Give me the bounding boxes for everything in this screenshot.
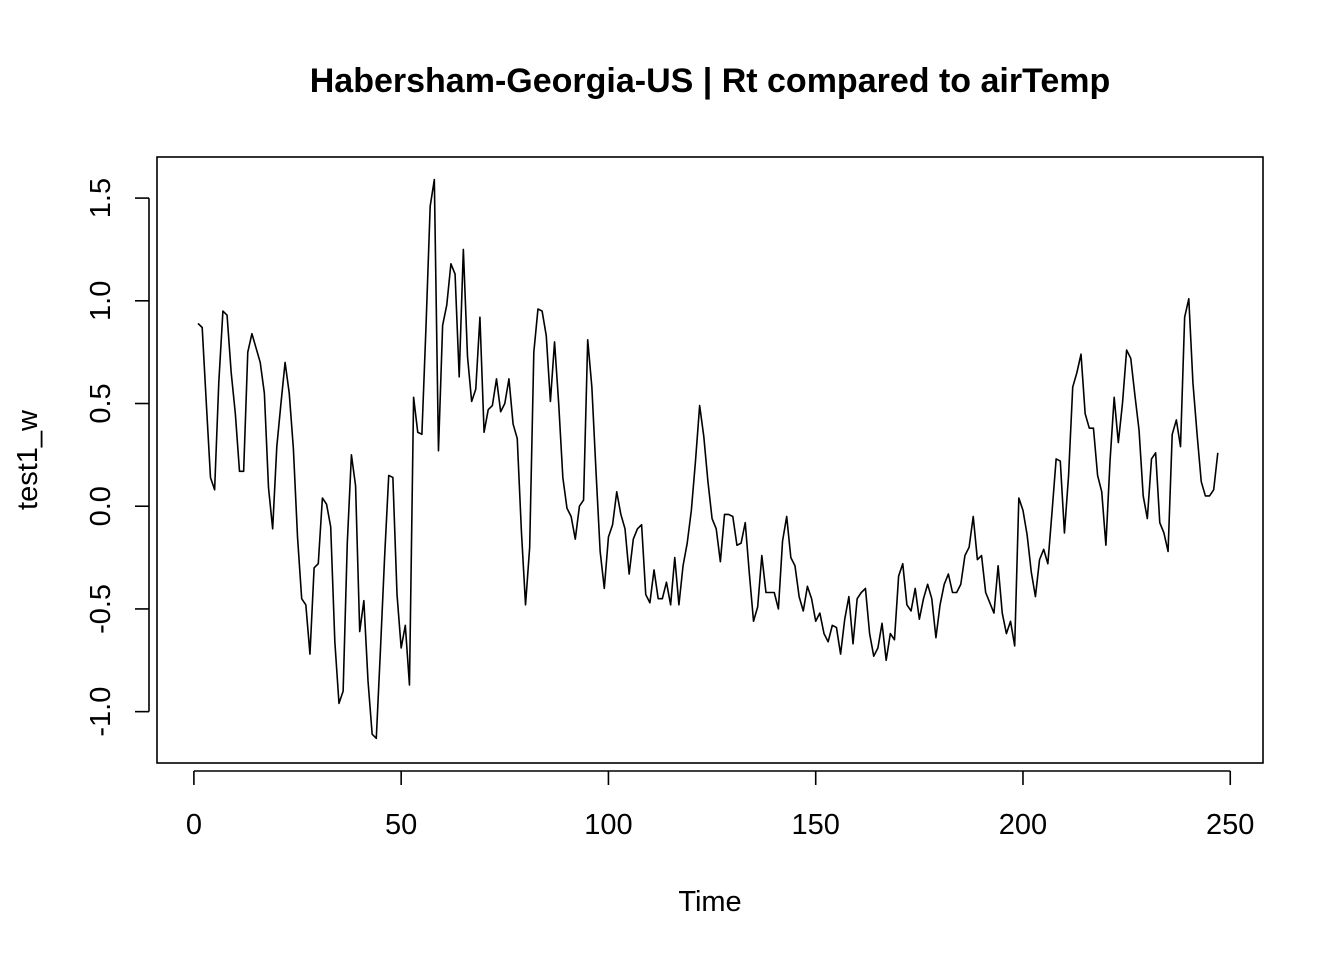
x-tick-label: 50 <box>385 809 417 841</box>
y-tick-label: 0.0 <box>85 486 117 526</box>
x-tick-label: 150 <box>792 809 840 841</box>
chart-title: Habersham-Georgia-US | Rt compared to ai… <box>310 62 1111 100</box>
x-tick-label: 200 <box>999 809 1047 841</box>
x-tick-label: 250 <box>1206 809 1254 841</box>
y-axis: -1.0 -0.5 0.0 0.5 1.0 1.5 <box>85 178 150 737</box>
x-tick-label: 100 <box>584 809 632 841</box>
y-tick-label: -0.5 <box>85 584 117 634</box>
y-tick-label: 0.5 <box>85 383 117 423</box>
x-tick-label: 0 <box>186 809 202 841</box>
x-axis-label: Time <box>678 886 741 918</box>
y-tick-label: 1.5 <box>85 178 117 218</box>
y-axis-label: test1_w <box>12 409 44 510</box>
y-tick-label: 1.0 <box>85 281 117 321</box>
x-axis: 0 50 100 150 200 250 <box>186 770 1254 841</box>
series-line <box>197 178 1219 740</box>
y-tick-label: -1.0 <box>85 687 117 737</box>
plot-frame <box>156 156 1264 764</box>
